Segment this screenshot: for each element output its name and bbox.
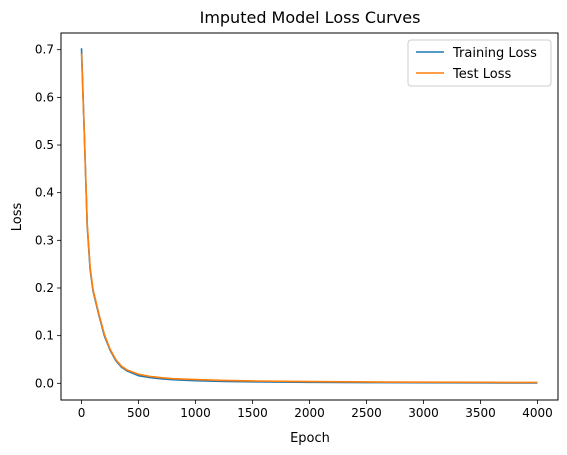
x-tick-label: 1500 bbox=[237, 406, 268, 420]
x-tick-label: 2000 bbox=[294, 406, 325, 420]
y-tick-label: 0.0 bbox=[35, 376, 54, 390]
x-tick-label: 1000 bbox=[180, 406, 211, 420]
legend-label: Test Loss bbox=[452, 67, 511, 82]
chart-title: Imputed Model Loss Curves bbox=[200, 8, 421, 27]
y-tick-label: 0.5 bbox=[35, 138, 54, 152]
y-tick-label: 0.7 bbox=[35, 43, 54, 57]
legend: Training Loss Test Loss bbox=[408, 40, 551, 86]
x-tick-label: 4000 bbox=[522, 406, 553, 420]
y-tick-label: 0.1 bbox=[35, 329, 54, 343]
y-tick-label: 0.3 bbox=[35, 233, 54, 247]
y-tick-label: 0.4 bbox=[35, 186, 54, 200]
x-axis-label: Epoch bbox=[290, 431, 330, 446]
x-tick-label: 0 bbox=[78, 406, 86, 420]
legend-label: Training Loss bbox=[452, 46, 537, 61]
plot-area bbox=[61, 33, 558, 400]
x-tick-label: 2500 bbox=[351, 406, 382, 420]
y-tick-label: 0.2 bbox=[35, 281, 54, 295]
y-axis-label: Loss bbox=[10, 203, 25, 232]
x-tick-label: 3000 bbox=[408, 406, 439, 420]
y-tick-label: 0.6 bbox=[35, 90, 54, 104]
x-tick-label: 3500 bbox=[465, 406, 496, 420]
x-tick-label: 500 bbox=[127, 406, 150, 420]
